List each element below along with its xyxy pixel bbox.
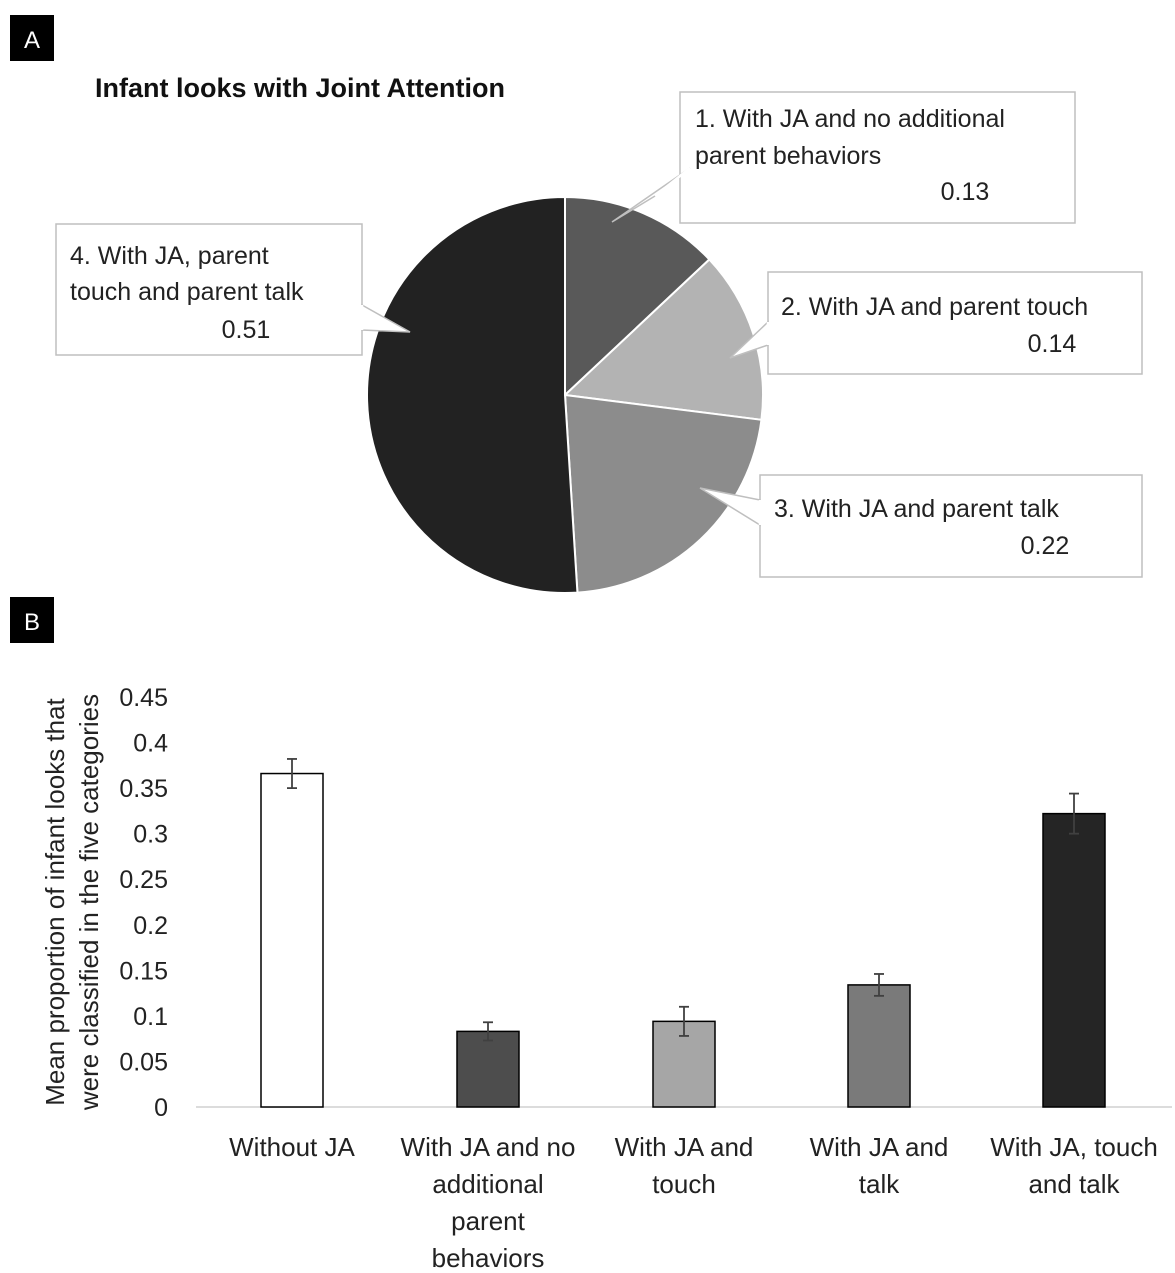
error-bar [287,758,297,790]
bar-chart: Mean proportion of infant looks that were… [40,684,1172,1273]
y-tick-label: 0.1 [133,1003,168,1031]
pie-callouts: 1. With JA and no additional parent behav… [55,91,1143,578]
y-tick-label: 0 [154,1094,168,1122]
y-tick-label: 0.05 [119,1048,168,1076]
callout-box [767,271,1143,375]
bar-y-axis-title: Mean proportion of infant looks that were… [40,694,104,1111]
y-tick-label: 0.25 [119,866,168,894]
bar-y-ticks: 0 0.05 0.1 0.15 0.2 0.25 0.3 0.35 0.4 0.45 [119,684,168,1122]
panel-b-badge [10,597,54,643]
bar-1 [260,772,324,1108]
pie-callout-2: 2. With JA and parent touch 0.14 [729,271,1143,375]
pie-slice-3 [563,393,763,594]
x-category-label: With JA and no [401,1132,576,1162]
y-tick-label: 0.15 [119,957,168,985]
callout-joint [654,167,691,197]
x-category-label: parent [451,1206,525,1236]
y-tick-label: 0.35 [119,775,168,803]
pie-slice-value: 0.51 [222,316,271,344]
bar-5 [1042,812,1106,1108]
bar-4 [847,984,911,1108]
pie-callout-3: 3. With JA and parent talk 0.22 [699,474,1143,578]
bar-bars [260,758,1106,1108]
panel-a-badge [10,15,54,61]
pie-slice-2 [562,258,764,421]
callout-box [55,223,363,356]
error-bar [1069,792,1079,835]
pie-slice-1 [564,195,711,398]
x-category-label: additional [432,1169,543,1199]
x-category-label: behaviors [432,1243,545,1273]
bar-x-labels: Without JA With JA and no additional parent… [229,1132,1158,1273]
x-category-label: talk [859,1169,900,1199]
pie-slices [365,195,764,594]
pie-slice-value: 0.22 [1021,532,1070,560]
pie-slice-label: 1. With JA and no additional [695,105,1005,133]
y-axis-title-line: were classified in the five categories [74,694,104,1111]
callout-box [679,91,1076,224]
y-tick-label: 0.3 [133,821,168,849]
x-category-label: and talk [1028,1169,1120,1199]
x-category-label: With JA, touch [990,1132,1158,1162]
error-bar [483,1021,493,1042]
error-bar [874,973,884,997]
pie-slice-label: 4. With JA, parent [70,242,269,270]
pie-slice-value: 0.14 [1028,330,1077,358]
pie-slice-label: parent behaviors [695,142,881,170]
pie-slice-value: 0.13 [941,178,990,206]
callout-box [759,474,1143,578]
x-category-label: With JA and [615,1132,754,1162]
y-axis-title-line: Mean proportion of infant looks that [40,697,70,1105]
x-category-label: With JA and [810,1132,949,1162]
pie-slice-4 [365,195,579,594]
pie-chart: Infant looks with Joint Attention 1. Wit… [55,73,1143,594]
pie-slice-label: touch and parent talk [70,278,304,306]
bar-2 [456,1030,520,1108]
x-category-label: Without JA [229,1132,355,1162]
pie-title: Infant looks with Joint Attention [95,73,505,103]
x-category-label: touch [652,1169,716,1199]
error-bar [679,1005,689,1037]
pie-callout-4: 4. With JA, parent touch and parent talk 0… [55,223,411,356]
y-tick-label: 0.4 [133,730,168,758]
y-tick-label: 0.45 [119,684,168,712]
pie-slice-label: 3. With JA and parent talk [774,495,1059,523]
panel-a-label: A [24,27,40,54]
pie-callout-1: 1. With JA and no additional parent behav… [611,91,1076,224]
pie-slice-label: 2. With JA and parent touch [781,293,1088,321]
panel-b-label: B [24,609,40,636]
y-tick-label: 0.2 [133,912,168,940]
